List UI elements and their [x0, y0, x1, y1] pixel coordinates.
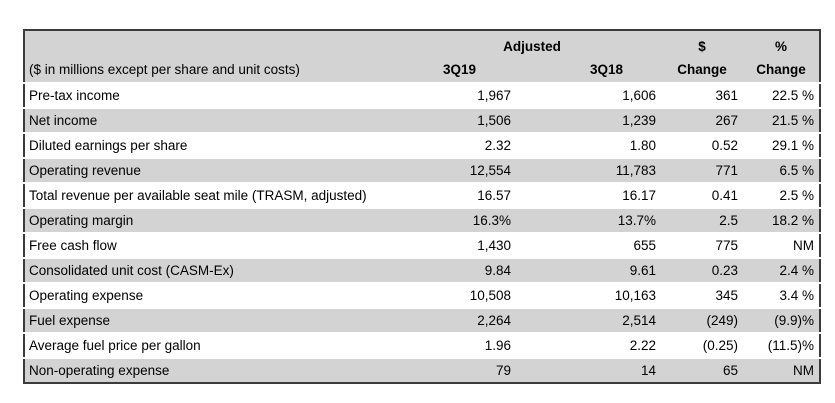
value-3q18: 1,606: [516, 82, 662, 108]
value-pct-change: 3.4 %: [743, 282, 821, 308]
value-pct-change: 22.5 %: [743, 82, 821, 108]
value-3q18: 2,514: [516, 307, 662, 333]
row-label: Operating revenue: [24, 157, 403, 183]
row-label: Fuel expense: [24, 307, 403, 333]
value-3q18: 1.80: [516, 132, 662, 158]
value-3q18: 14: [516, 357, 662, 383]
table-row: Average fuel price per gallon 1.96 2.22 (0.…: [24, 332, 821, 358]
value-3q18: 10,163: [516, 282, 662, 308]
value-pct-change: NM: [743, 357, 821, 383]
row-label: Total revenue per available seat mile (T…: [24, 182, 403, 208]
value-3q19: 16.3%: [403, 207, 516, 233]
value-pct-change: 21.5 %: [743, 107, 821, 133]
table-row: Diluted earnings per share 2.32 1.80 0.52 29…: [24, 132, 821, 158]
value-pct-change: (9.9)%: [743, 307, 821, 333]
pct-change-header-top: %: [743, 30, 821, 54]
column-header-3q19: 3Q19: [403, 54, 516, 83]
table-row: Operating revenue 12,554 11,783 771 6.5 %: [24, 157, 821, 183]
table-header: Adjusted $ % ($ in millions except per s…: [24, 30, 821, 83]
row-label: Pre-tax income: [24, 82, 403, 108]
value-3q19: 9.84: [403, 257, 516, 283]
value-dollar-change: 361: [661, 82, 744, 108]
pct-change-header-bottom: Change: [743, 54, 821, 83]
value-3q19: 10,508: [403, 282, 516, 308]
table-row: Total revenue per available seat mile (T…: [24, 182, 821, 208]
value-dollar-change: 345: [661, 282, 744, 308]
row-label: Net income: [24, 107, 403, 133]
table-row: Operating expense 10,508 10,163 345 3.4 %: [24, 282, 821, 308]
value-3q18: 655: [516, 232, 662, 258]
header-row-top: Adjusted $ %: [24, 30, 821, 54]
table-row: Consolidated unit cost (CASM-Ex) 9.84 9.61…: [24, 257, 821, 283]
value-dollar-change: 0.23: [661, 257, 744, 283]
value-3q19: 1.96: [403, 332, 516, 358]
table-row: Operating margin 16.3% 13.7% 2.5 18.2 %: [24, 207, 821, 233]
value-3q19: 1,967: [403, 82, 516, 108]
value-3q18: 16.17: [516, 182, 662, 208]
value-3q19: 1,506: [403, 107, 516, 133]
value-3q18: 13.7%: [516, 207, 662, 233]
table-row: Pre-tax income 1,967 1,606 361 22.5 %: [24, 82, 821, 108]
value-dollar-change: 2.5: [661, 207, 744, 233]
value-dollar-change: (249): [661, 307, 744, 333]
value-3q18: 1,239: [516, 107, 662, 133]
value-3q18: 11,783: [516, 157, 662, 183]
value-3q18: 9.61: [516, 257, 662, 283]
adjusted-group-header: Adjusted: [403, 30, 662, 54]
table-row: Free cash flow 1,430 655 775 NM: [24, 232, 821, 258]
row-label: Non-operating expense: [24, 357, 403, 383]
row-label: Diluted earnings per share: [24, 132, 403, 158]
value-3q19: 12,554: [403, 157, 516, 183]
header-row-bottom: ($ in millions except per share and unit…: [24, 54, 821, 83]
value-3q19: 79: [403, 357, 516, 383]
table-row: Fuel expense 2,264 2,514 (249) (9.9)%: [24, 307, 821, 333]
row-label: Operating margin: [24, 207, 403, 233]
row-label: Consolidated unit cost (CASM-Ex): [24, 257, 403, 283]
value-dollar-change: 775: [661, 232, 744, 258]
value-pct-change: (11.5)%: [743, 332, 821, 358]
table-row: Non-operating expense 79 14 65 NM: [24, 357, 821, 383]
value-pct-change: NM: [743, 232, 821, 258]
value-dollar-change: 0.52: [661, 132, 744, 158]
financial-summary-table: Adjusted $ % ($ in millions except per s…: [23, 29, 822, 384]
value-3q18: 2.22: [516, 332, 662, 358]
financial-summary-table-wrapper: Adjusted $ % ($ in millions except per s…: [23, 29, 822, 384]
table-row: Net income 1,506 1,239 267 21.5 %: [24, 107, 821, 133]
value-3q19: 2.32: [403, 132, 516, 158]
header-spacer: [24, 30, 403, 54]
value-3q19: 1,430: [403, 232, 516, 258]
value-dollar-change: 0.41: [661, 182, 744, 208]
row-label: Average fuel price per gallon: [24, 332, 403, 358]
value-pct-change: 18.2 %: [743, 207, 821, 233]
units-note: ($ in millions except per share and unit…: [24, 54, 403, 83]
table-body: Pre-tax income 1,967 1,606 361 22.5 % Net inc…: [24, 82, 821, 383]
row-label: Free cash flow: [24, 232, 403, 258]
value-dollar-change: 771: [661, 157, 744, 183]
value-pct-change: 2.5 %: [743, 182, 821, 208]
column-header-3q18: 3Q18: [516, 54, 662, 83]
row-label: Operating expense: [24, 282, 403, 308]
value-3q19: 2,264: [403, 307, 516, 333]
value-pct-change: 2.4 %: [743, 257, 821, 283]
dollar-change-header-top: $: [661, 30, 744, 54]
dollar-change-header-bottom: Change: [661, 54, 744, 83]
value-pct-change: 29.1 %: [743, 132, 821, 158]
value-3q19: 16.57: [403, 182, 516, 208]
value-dollar-change: 65: [661, 357, 744, 383]
value-pct-change: 6.5 %: [743, 157, 821, 183]
value-dollar-change: (0.25): [661, 332, 744, 358]
value-dollar-change: 267: [661, 107, 744, 133]
